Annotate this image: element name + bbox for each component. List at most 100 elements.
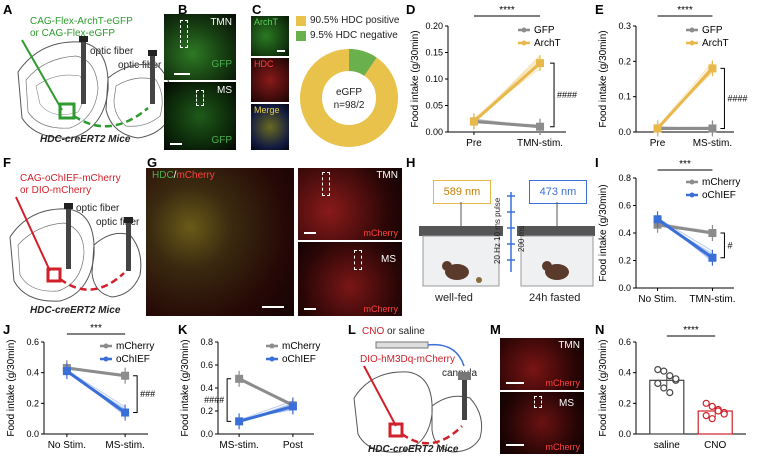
- panel-h-protocol: 589 nm 473 nm 20 Hz 10 ms pulse 200 ms w…: [405, 168, 595, 318]
- legend-label-ochief: oChIEF: [282, 354, 316, 365]
- y-axis-label: Food intake (g/30min): [410, 30, 421, 127]
- y-axis-label: Food intake (g/30min): [180, 339, 191, 436]
- x-tick-label: Post: [283, 440, 303, 451]
- panel-h-pulse-label: 20 Hz 10 ms pulse: [493, 197, 502, 264]
- panel-a-fiber1-label: optic fiber: [90, 46, 134, 57]
- x-tick-label: Pre: [466, 138, 482, 149]
- panel-letter-g: G: [147, 155, 158, 170]
- panel-letter-h: H: [406, 155, 416, 170]
- legend-marker: [103, 356, 109, 362]
- panel-b-tmn-fiber-track: [180, 20, 188, 48]
- panel-f-schematic: CAG-oChIEF-mCherry or DIO-mCherry optic …: [0, 155, 145, 320]
- mean-line-ochief: [656, 218, 714, 259]
- mean-line-ochief: [238, 404, 294, 423]
- panel-c-archt-image: ArchT: [251, 16, 289, 56]
- panel-f-fiber1-label: optic fiber: [76, 203, 120, 214]
- panel-m-tmn-label: TMN: [558, 340, 580, 351]
- data-point-CNO: [720, 410, 728, 418]
- panel-c-archt-label: ArchT: [254, 17, 279, 27]
- y-tick-label: 0.6: [26, 337, 39, 347]
- x-tick-label: Pre: [650, 138, 666, 149]
- panel-m-ms-image: MS mCherry: [500, 392, 584, 454]
- panel-g-tmn-fiber-track: [322, 172, 330, 196]
- data-point-saline: [672, 375, 680, 383]
- panel-l-drug-label: CNO or saline: [362, 326, 425, 337]
- sig-stars: ****: [683, 325, 699, 336]
- panel-h-cages: [419, 192, 595, 287]
- y-tick-label: 0.0: [618, 429, 631, 439]
- x-tick-label: CNO: [704, 440, 726, 451]
- sig-hash: ####: [204, 395, 224, 405]
- mean-line-archt: [472, 61, 542, 123]
- panel-letter-e: E: [595, 2, 604, 17]
- y-tick-label: 0.0: [200, 429, 213, 439]
- panel-letter-c: C: [252, 2, 262, 17]
- panel-m-tmn-image: TMN mCherry: [500, 338, 584, 390]
- sig-hash: #: [727, 240, 732, 250]
- panel-g-stain-label: HDC/mCherry: [152, 170, 215, 181]
- panel-letter-k: K: [178, 322, 188, 337]
- panel-f-virus-line1: CAG-oChIEF-mCherry: [20, 173, 121, 184]
- y-tick-label: 0.3: [618, 21, 631, 31]
- y-tick-label: 0.4: [618, 228, 631, 238]
- y-tick-label: 0.2: [26, 398, 39, 408]
- panel-l-or-saline-label: or saline: [387, 326, 425, 337]
- y-tick-label: 0.2: [618, 256, 631, 266]
- panel-b-tmn-label: TMN: [210, 17, 232, 28]
- panel-h-left-state: well-fed: [435, 292, 473, 304]
- y-axis-label: Food intake (g/30min): [598, 30, 609, 127]
- y-tick-label: 0.10: [425, 74, 443, 84]
- panel-c-hdc-image: HDC: [251, 58, 289, 102]
- panel-b-gfp-label: GFP: [211, 59, 232, 70]
- panel-c-donut-chart: 90.5% HDC positive 9.5% HDC negative eGF…: [292, 14, 406, 150]
- y-tick-label: 0.0: [618, 283, 631, 293]
- panel-m-ms-label: MS: [559, 398, 574, 409]
- sig-side-bracket: [226, 378, 232, 422]
- panel-letter-i: I: [595, 155, 599, 170]
- y-tick-label: 0.2: [618, 398, 631, 408]
- data-point-saline: [660, 384, 668, 392]
- panel-g-ms-mcherry-label: mCherry: [363, 304, 398, 314]
- individual-line: [473, 58, 541, 120]
- legend-label-archt: ArchT: [534, 38, 561, 49]
- y-tick-label: 0.4: [200, 383, 213, 393]
- panel-f-brain-drawing: [9, 196, 142, 302]
- chart-n: Food intake (g/30min) 0.0 0.2 0.4 0.6 saline C…: [598, 325, 746, 451]
- legend-marker: [689, 179, 695, 185]
- chart-k: Food intake (g/30min) 0.0 0.2 0.4 0.6 0.8 MS-s…: [180, 337, 320, 451]
- panel-g-ms-label: MS: [381, 254, 396, 265]
- panel-l-virus-label: DIO-hM3Dq-mCherry: [360, 354, 456, 365]
- sig-hash: ###: [140, 389, 155, 399]
- data-point-CNO: [714, 407, 722, 415]
- panel-g-tmn-image: TMN mCherry: [298, 168, 402, 240]
- x-tick-label: No Stim.: [638, 294, 676, 305]
- sig-stars: ****: [499, 5, 515, 16]
- panel-b-ms-label: MS: [217, 85, 232, 96]
- panel-h-duration-label: 200 ms: [517, 225, 526, 252]
- panel-m-tmn-scale-bar: [506, 382, 524, 384]
- panel-g-overview-image: HDC/mCherry: [146, 168, 294, 316]
- x-tick-label: TMN-stim.: [689, 294, 735, 305]
- sig-side-bracket: [720, 67, 725, 129]
- panel-m-ms-scale-bar: [506, 444, 524, 446]
- y-tick-label: 0.8: [618, 173, 631, 183]
- panel-m-ms-mcherry-label: mCherry: [545, 442, 580, 452]
- panel-h-right-state: 24h fasted: [529, 292, 581, 304]
- data-point-CNO: [708, 402, 716, 411]
- y-axis-label: Food intake (g/30min): [598, 184, 609, 281]
- donut-slice-positive: [300, 49, 398, 147]
- sig-side-bracket: [720, 232, 725, 259]
- panel-a-brain-drawing: [17, 36, 174, 139]
- chart-i: Food intake (g/30min) 0.0 0.2 0.4 0.6 0.8 No S…: [598, 159, 740, 305]
- data-point-saline: [660, 367, 668, 375]
- legend-marker: [269, 343, 275, 349]
- panel-c-donut-svg: [300, 49, 398, 147]
- panel-l-brain-drawing: [353, 341, 483, 453]
- legend-marker: [521, 40, 527, 46]
- y-tick-label: 0.0: [26, 429, 39, 439]
- x-tick-label: saline: [654, 440, 681, 451]
- y-tick-label: 0.4: [26, 368, 39, 378]
- y-tick-label: 0.00: [425, 127, 443, 137]
- y-axis-label: Food intake (g/30min): [598, 339, 609, 436]
- mean-line-mcherry: [238, 377, 294, 407]
